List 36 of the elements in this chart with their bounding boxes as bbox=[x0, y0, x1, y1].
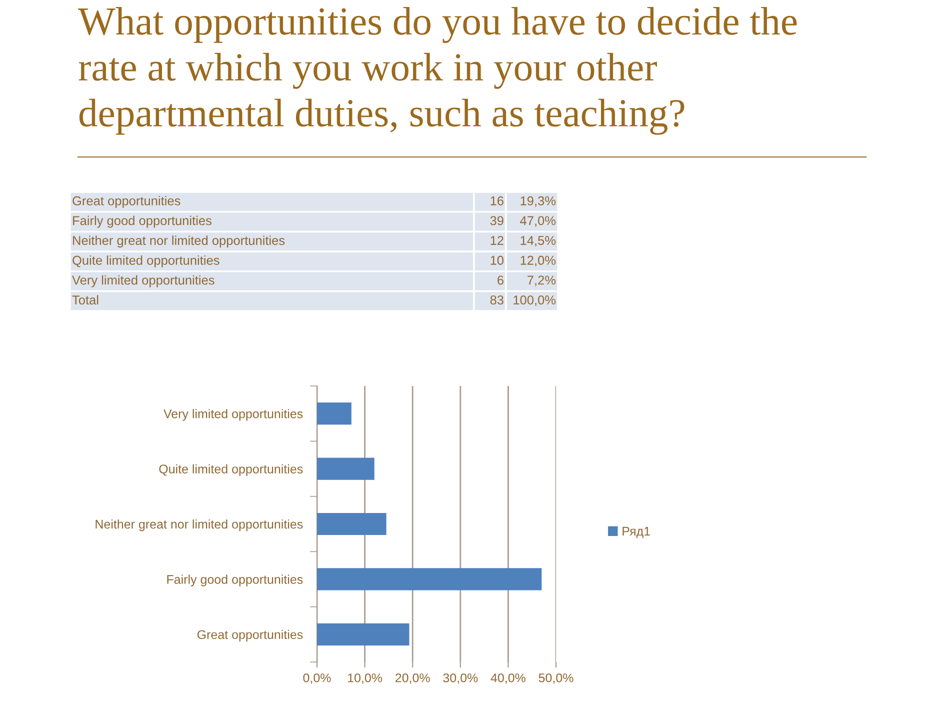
data-label: 47,0% bbox=[520, 216, 556, 227]
data-label: 7,2% bbox=[528, 276, 556, 286]
category-label: Great opportunities bbox=[72, 196, 180, 208]
data-label: 6 bbox=[498, 276, 504, 285]
x-tick-label: 20,0% bbox=[396, 673, 430, 684]
data-label: 19,3% bbox=[520, 196, 556, 207]
y-tick-label: Neither great nor limited opportunities bbox=[96, 519, 303, 532]
data-label: 10 bbox=[490, 256, 504, 265]
data-label: 12 bbox=[490, 236, 504, 245]
x-tick-label: 40,0% bbox=[490, 673, 526, 684]
bar bbox=[317, 512, 386, 536]
data-label: 16 bbox=[490, 196, 504, 206]
legend-label: Ряд1 bbox=[622, 526, 650, 538]
data-label: 39 bbox=[490, 216, 504, 226]
category-label: Quite limited opportunities bbox=[72, 255, 220, 268]
category-label: Total bbox=[72, 295, 98, 305]
x-tick-label: 10,0% bbox=[348, 673, 382, 684]
data-label: 12,0% bbox=[520, 256, 556, 266]
y-tick-label: Very limited opportunities bbox=[164, 409, 303, 421]
category-label: Fairly good opportunities bbox=[73, 216, 212, 228]
data-label: 14,5% bbox=[520, 236, 556, 247]
category-label: Very limited opportunities bbox=[72, 275, 214, 288]
y-tick-label: Quite limited opportunities bbox=[159, 464, 303, 476]
x-tick-label: 0,0% bbox=[303, 673, 331, 684]
y-tick-label: Fairly good opportunities bbox=[167, 574, 303, 586]
x-tick-label: 30,0% bbox=[443, 673, 478, 684]
bar bbox=[317, 458, 374, 480]
x-tick-label: 50,0% bbox=[538, 673, 574, 684]
bar bbox=[317, 402, 352, 425]
category-label: Neither great nor limited opportunities bbox=[73, 236, 285, 248]
y-tick-label: Great opportunities bbox=[197, 630, 303, 642]
bar bbox=[317, 623, 410, 646]
data-label: 83 bbox=[490, 295, 504, 305]
data-label: 100,0% bbox=[514, 295, 556, 306]
text: What opportunities do you have to decide the rate at which you work in your other departmental duties, such as teaching? bbox=[78, 7, 797, 135]
bar bbox=[317, 568, 542, 590]
